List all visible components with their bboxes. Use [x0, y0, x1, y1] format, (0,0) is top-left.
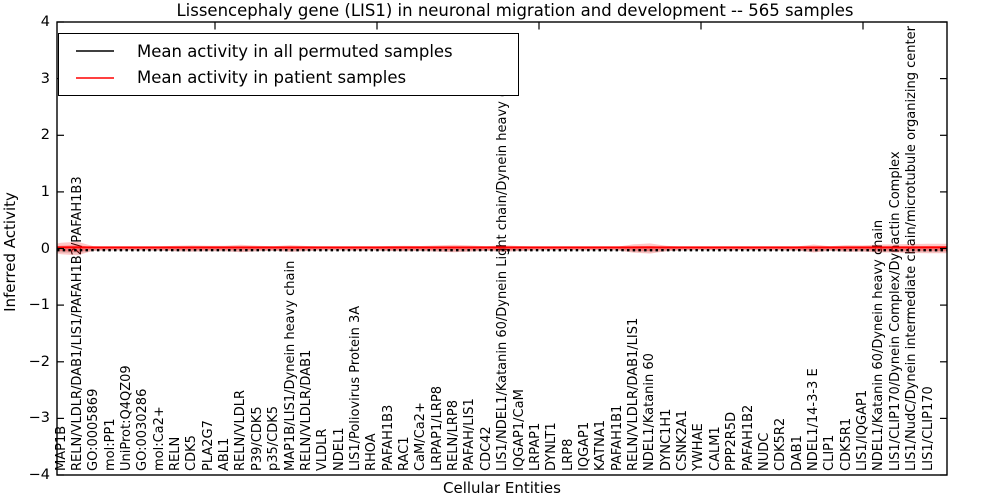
x-category-label: RELN/VLDLR	[233, 389, 249, 471]
x-category-label: RELN/VLDLR/DAB1/LIS1	[626, 317, 642, 471]
x-category-label: GO:0030286	[135, 388, 151, 471]
legend: Mean activity in all permuted samples Me…	[58, 33, 519, 96]
x-category-label: PPP2R5D	[724, 411, 740, 471]
x-category-label: UniProt:Q4QZ09	[118, 365, 134, 471]
red-line-icon	[76, 77, 114, 79]
x-category-label: IQGAP1/CaM	[511, 389, 527, 471]
x-category-label: LIS1/CLIP170	[920, 386, 936, 471]
x-category-label: GO:0005869	[86, 388, 102, 471]
x-category-label: RHOA	[364, 433, 380, 471]
x-category-label: IQGAP1	[576, 421, 592, 471]
legend-label-patient: Mean activity in patient samples	[137, 68, 407, 88]
x-category-label: RELN/VLDLR/DAB1	[298, 349, 314, 471]
x-category-label: mol:Ca2+	[151, 406, 167, 471]
y-tick-label: 4	[40, 14, 50, 30]
x-category-label: LRPAP1	[527, 422, 543, 471]
x-category-label: PAFAH1B2	[740, 404, 756, 471]
x-category-label: CSNK2A1	[675, 409, 691, 471]
x-category-label: PLA2G7	[200, 420, 216, 471]
x-axis-label: Cellular Entities	[443, 479, 561, 497]
x-category-label: MAP1B/LIS1/Dynein heavy chain	[282, 260, 298, 471]
x-category-label: NDEL1	[331, 427, 347, 471]
chart-title: Lissencephaly gene (LIS1) in neuronal mi…	[176, 1, 854, 20]
y-tick-label: −1	[28, 297, 50, 314]
x-category-label: DYNC1H1	[658, 408, 674, 471]
x-category-label: CDK5R1	[838, 417, 854, 471]
x-category-label: CDC42	[478, 426, 494, 471]
x-category-label: LIS1/CLIP170/Dynein Complex/Dynactin Com…	[887, 151, 903, 471]
x-category-label: RELN/LRP8	[446, 400, 462, 471]
x-category-label: CALM1	[707, 426, 723, 471]
x-category-label: YWHAE	[691, 423, 707, 471]
x-category-label: RELN	[168, 436, 183, 471]
x-category-label: PAFAH1B1	[609, 404, 625, 471]
x-category-label: CDK5R2	[773, 417, 789, 471]
x-category-label: NDEL1/14-3-3 E	[805, 368, 821, 471]
x-category-label: LIS1/NDEL1/Katanin 60/Dynein Light chain…	[495, 61, 511, 471]
y-tick-label: 1	[40, 183, 50, 200]
y-tick-label: −4	[28, 467, 50, 483]
legend-entry-patient: Mean activity in patient samples	[59, 68, 518, 87]
x-category-label: PAFAH/LIS1	[462, 398, 478, 471]
legend-entry-permuted: Mean activity in all permuted samples	[59, 42, 518, 61]
x-category-label: ABL1	[217, 437, 233, 471]
x-category-label: CDK5	[184, 435, 200, 471]
x-category-label: LIS1/IQGAP1	[855, 389, 871, 471]
x-category-label: mol:PP1	[102, 418, 118, 471]
x-category-label: LIS1/NudC/Dynein intermediate chain/micr…	[904, 26, 920, 471]
x-category-label: NDEL1/Katanin 60/Dynein heavy chain	[871, 219, 887, 471]
x-category-label: DAB1	[789, 435, 805, 471]
x-category-label: NDEL1/Katanin 60	[642, 353, 658, 471]
y-tick-label: −2	[28, 353, 50, 370]
x-category-label: MAP1B	[53, 425, 69, 471]
x-category-label: DYNLT1	[544, 422, 560, 471]
x-category-label: p35/CDK5	[266, 405, 282, 471]
x-category-label: P39/CDK5	[249, 406, 265, 471]
x-category-label: LRP8	[560, 438, 576, 471]
y-tick-label: 0	[40, 240, 50, 257]
x-category-label: RELN/VLDLR/DAB1/LIS1/PAFAH1B2/PAFAH1B3	[69, 176, 85, 471]
y-tick-label: 2	[40, 127, 50, 144]
black-line-icon	[76, 50, 114, 52]
x-category-label: RAC1	[397, 436, 413, 471]
x-category-label: LIS1/Poliovirus Protein 3A	[347, 305, 363, 471]
x-category-label: NUDC	[756, 432, 772, 471]
x-category-label: CLIP1	[822, 434, 838, 471]
x-category-label: CaM/Ca2+	[413, 402, 429, 471]
y-tick-label: −3	[28, 410, 50, 427]
x-category-label: LRPAP1/LRP8	[429, 385, 445, 471]
y-tick-label: 3	[40, 70, 50, 87]
x-category-label: VLDLR	[315, 428, 331, 471]
x-category-label: PAFAH1B3	[380, 404, 396, 471]
x-category-label: KATNA1	[593, 419, 609, 471]
legend-label-permuted: Mean activity in all permuted samples	[137, 41, 453, 61]
